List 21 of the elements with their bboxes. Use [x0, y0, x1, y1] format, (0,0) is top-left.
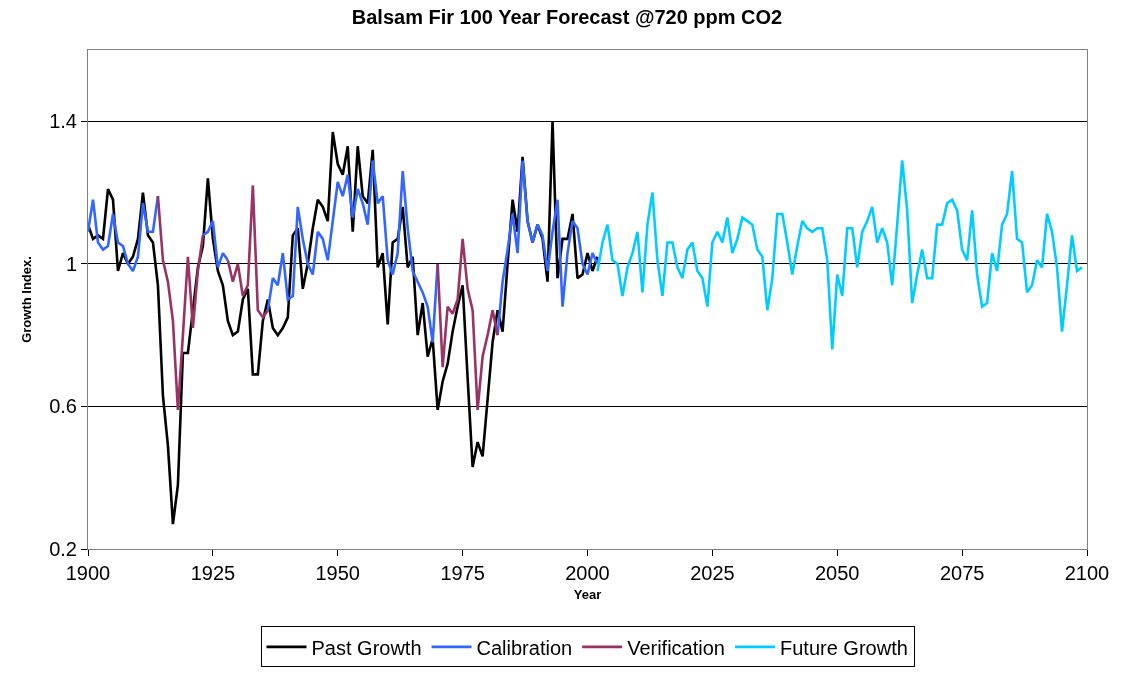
x-axis-title: Year: [573, 586, 602, 602]
x-tick-label: 1975: [440, 562, 485, 584]
legend-label: Future Growth: [780, 636, 908, 659]
legend-label: Past Growth: [311, 636, 422, 659]
y-axis-title: Growth Index.: [19, 256, 35, 343]
x-tick-label: 2025: [690, 562, 735, 584]
y-tick-label: 0.2: [49, 538, 77, 560]
y-tick-label: 0.6: [49, 395, 77, 418]
y-tick-label: 1.4: [49, 110, 77, 133]
legend-label: Verification: [627, 636, 725, 659]
x-tick-label: 2050: [815, 562, 860, 584]
x-tick-label: 2000: [565, 562, 610, 584]
x-tick-label: 1900: [65, 562, 111, 584]
x-tick-label: 2100: [1064, 562, 1110, 584]
x-tick-label: 1950: [315, 562, 360, 584]
legend-label: Calibration: [476, 636, 573, 659]
y-tick-label: 1: [65, 252, 77, 275]
x-tick-label: 2075: [939, 562, 985, 584]
chart-title: Balsam Fir 100 Year Forecast @720 ppm CO2: [351, 6, 783, 29]
line-series: [596, 159, 1084, 351]
x-tick-label: 1925: [190, 562, 236, 584]
